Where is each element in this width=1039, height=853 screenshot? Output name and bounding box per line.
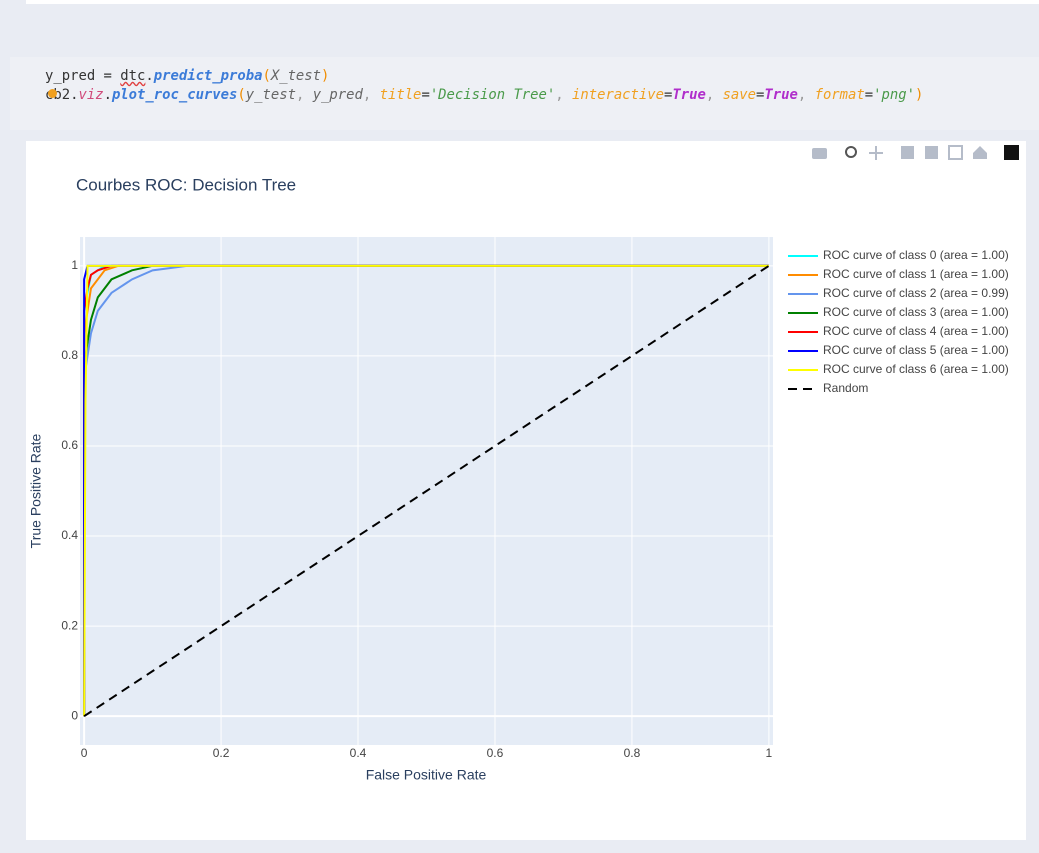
x-tick-label: 0.6 — [487, 746, 504, 760]
token: True — [764, 87, 798, 103]
token: . — [70, 87, 79, 103]
token: interactive — [572, 87, 664, 103]
token: ) — [321, 68, 330, 84]
legend-label: ROC curve of class 6 (area = 1.00) — [823, 362, 1009, 376]
token: predict_proba — [153, 68, 263, 84]
token: title — [379, 87, 422, 103]
legend-label: ROC curve of class 1 (area = 1.00) — [823, 267, 1009, 281]
token: . — [103, 87, 112, 103]
legend-label: Random — [823, 381, 868, 395]
token: = — [421, 87, 430, 103]
y-tick-label: 0.6 — [61, 438, 78, 452]
camera-button[interactable] — [812, 148, 827, 159]
x-tick-label: 0.8 — [624, 746, 641, 760]
token: = — [756, 87, 765, 103]
x-axis-title: False Positive Rate — [366, 767, 487, 783]
token: = — [95, 68, 121, 84]
code: y_pred = dtc.predict_proba(X_test) cb2.vi… — [45, 67, 923, 105]
plotly-logo[interactable] — [1004, 145, 1019, 160]
token: ) — [914, 87, 924, 103]
zoom-in-button[interactable] — [901, 146, 914, 159]
reset-button[interactable] — [973, 146, 987, 159]
run-indicator — [48, 89, 57, 98]
code-cell[interactable]: y_pred = dtc.predict_proba(X_test) cb2.vi… — [10, 57, 1039, 130]
legend-label: ROC curve of class 2 (area = 0.99) — [823, 286, 1009, 300]
token: plot_roc_curves — [111, 87, 238, 103]
zoom-button[interactable] — [845, 146, 857, 158]
autoscale-button[interactable] — [948, 145, 963, 160]
y-tick-label: 0.8 — [61, 348, 78, 362]
zoom-out-button[interactable] — [925, 146, 938, 159]
token: format — [814, 87, 865, 103]
roc-line — [83, 264, 770, 718]
token: save — [722, 87, 757, 103]
y-tick-label: 0.2 — [61, 618, 78, 632]
token: = — [864, 87, 874, 103]
token: , — [797, 87, 815, 103]
token: 'Decision Tree' — [429, 87, 556, 103]
pan-button[interactable] — [869, 146, 883, 160]
y-axis-title: True Positive Rate — [28, 433, 44, 548]
legend-label: ROC curve of class 5 (area = 1.00) — [823, 343, 1009, 357]
code-line: y_pred = dtc.predict_proba(X_test) — [45, 67, 923, 86]
x-tick-label: 1 — [766, 746, 773, 760]
token: y_pred — [45, 68, 96, 84]
token: True — [672, 87, 706, 103]
legend-label: ROC curve of class 0 (area = 1.00) — [823, 248, 1009, 262]
y-tick-label: 1 — [71, 258, 78, 272]
token: ( — [262, 68, 271, 84]
roc-line — [83, 264, 769, 717]
token: = — [664, 87, 673, 103]
modebar — [812, 145, 1019, 160]
token: , — [295, 87, 313, 103]
token: , — [362, 87, 380, 103]
y-tick-label: 0 — [71, 708, 78, 722]
token: y_pred — [312, 87, 363, 103]
x-tick-label: 0.2 — [213, 746, 230, 760]
token: , — [705, 87, 723, 103]
x-tick-label: 0 — [81, 746, 88, 760]
token: , — [555, 87, 572, 103]
token: y_test — [245, 87, 296, 103]
x-tick-label: 0.4 — [350, 746, 367, 760]
y-tick-label: 0.4 — [61, 528, 78, 542]
token: . — [145, 68, 154, 84]
token: viz — [78, 87, 104, 103]
code-line: cb2.viz.plot_roc_curves(y_test, y_pred, … — [45, 86, 923, 105]
chart-title: Courbes ROC: Decision Tree — [76, 175, 296, 194]
token: X_test — [270, 68, 322, 84]
token: 'png' — [873, 87, 915, 103]
legend-label: ROC curve of class 3 (area = 1.00) — [823, 305, 1009, 319]
token: ( — [237, 87, 246, 103]
previous-output — [26, 0, 1039, 4]
token: dtc — [120, 68, 146, 84]
legend-label: ROC curve of class 4 (area = 1.00) — [823, 324, 1009, 338]
